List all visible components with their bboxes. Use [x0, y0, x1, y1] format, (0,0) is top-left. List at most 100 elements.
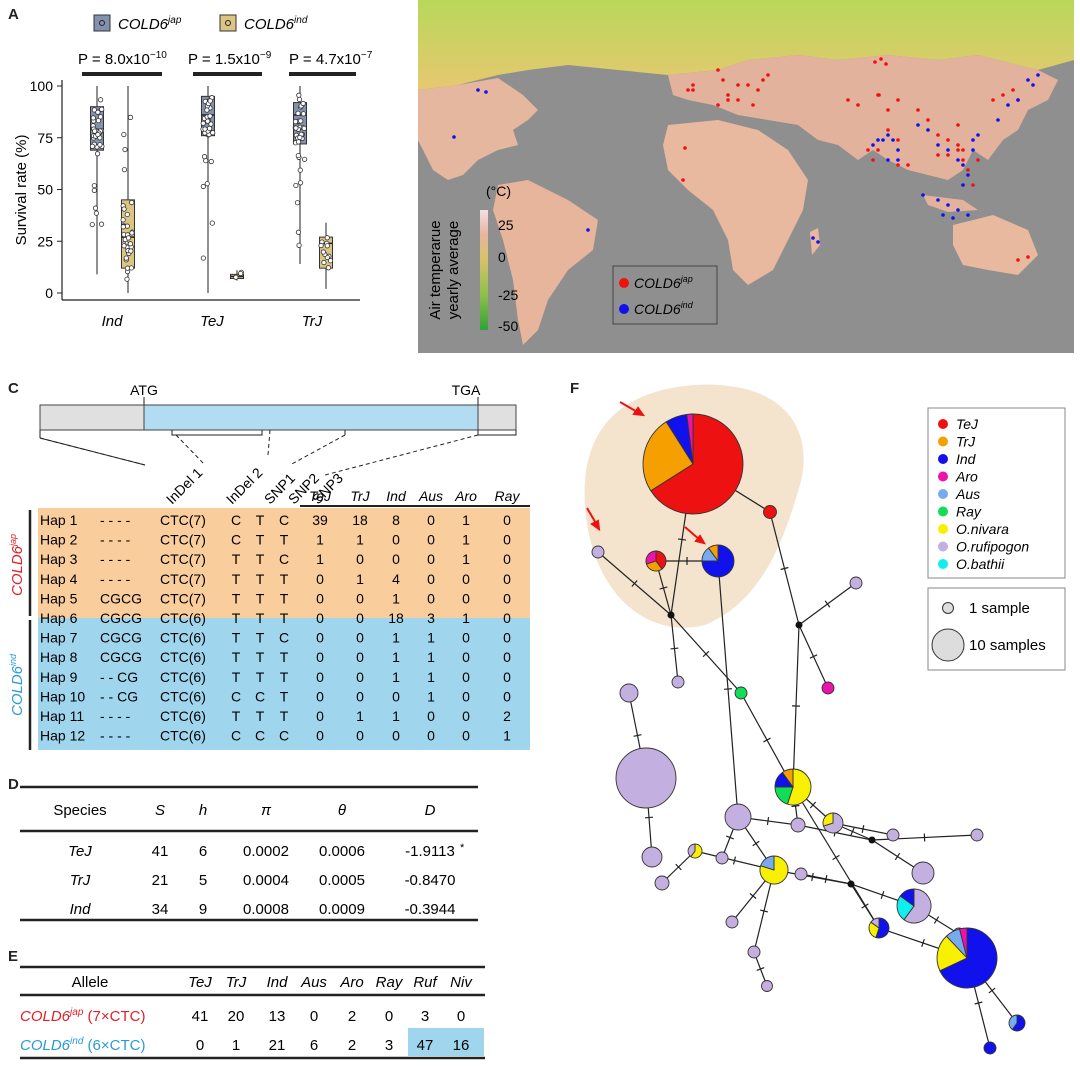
utr3-box — [477, 404, 517, 431]
panel-letter-f: F — [570, 380, 580, 397]
jap-sample-dot — [886, 108, 890, 112]
legend-label: O.rufipogon — [956, 539, 1029, 555]
node-slice — [734, 686, 748, 700]
sample-point — [294, 200, 301, 206]
sample-point — [120, 217, 126, 223]
node-slice — [1008, 1014, 1018, 1031]
sample-point — [91, 107, 97, 113]
sample-point — [296, 242, 302, 248]
hap-count: 0 — [356, 610, 364, 626]
node-slice — [958, 927, 968, 959]
legend-label: Ind — [956, 451, 977, 467]
hap-count: 1 — [427, 630, 435, 646]
population-header: Aro — [454, 488, 477, 504]
hap-count: 0 — [427, 532, 435, 548]
hap-snp: T — [256, 512, 265, 528]
hap-count: 8 — [392, 512, 400, 528]
hap-indel2: CTC(7) — [160, 532, 206, 548]
jap-sample-dot — [761, 78, 765, 82]
hap-indel1: - - - - — [100, 571, 131, 587]
jap-sample-dot — [879, 57, 883, 61]
hap-snp: T — [232, 649, 241, 665]
sample-point — [124, 211, 130, 218]
e-header: TeJ — [188, 974, 212, 991]
haplotype-node — [654, 875, 670, 891]
hap-count: 0 — [316, 688, 324, 704]
sample-point — [327, 258, 334, 264]
hap-count: 0 — [503, 551, 511, 567]
d-cell: Ind — [70, 901, 92, 918]
node-slice — [903, 888, 932, 924]
e-header: Ray — [376, 974, 404, 991]
jap-sample-dot — [691, 88, 695, 92]
ind-sample-dot — [966, 213, 970, 217]
hap-snp: T — [256, 630, 265, 646]
jap-sample-dot — [721, 78, 725, 82]
jap-sample-dot — [956, 123, 960, 127]
ind-sample-dot — [484, 90, 488, 94]
sample-point — [121, 167, 128, 173]
sample-point — [295, 152, 301, 159]
node-slice — [724, 803, 752, 831]
hap-indel1: - - - - — [100, 728, 131, 744]
panel-letter-d: D — [8, 776, 19, 793]
e-cell: 41 — [192, 1008, 209, 1025]
survival-boxplot: COLD6jap COLD6ind P = 8.0x10−10 P = 1.5x… — [13, 14, 373, 330]
hap-snp: T — [280, 669, 289, 685]
mutation-tick — [861, 824, 865, 834]
ind-sample-dot — [886, 133, 890, 137]
jap-sample-dot — [1011, 88, 1015, 92]
jap-sample-dot — [936, 153, 940, 157]
haplotype-node — [687, 843, 703, 859]
e-header: Ruf — [413, 974, 438, 991]
jap-group-bg — [38, 508, 530, 618]
jap-sample-dot — [991, 98, 995, 102]
ind-sample-dot — [816, 240, 820, 244]
hap-indel1: - - - - — [100, 551, 131, 567]
mutation-tick — [723, 688, 733, 690]
haplotype-node — [642, 413, 744, 515]
population-header: Ind — [386, 488, 407, 504]
sample-point — [97, 142, 103, 148]
allele-table: Allele TeJ TrJ Ind Aus Aro Ray Ruf Niv COLD6jap (… — [20, 965, 485, 1060]
haplotype-node — [1008, 1014, 1026, 1032]
jap-sample-dot — [896, 138, 900, 142]
sample-point — [321, 259, 327, 266]
hap-count: 0 — [427, 728, 435, 744]
hap-indel1: CGCG — [100, 590, 142, 606]
hap-count: 0 — [503, 669, 511, 685]
sample-point — [200, 183, 206, 190]
hap-count: 1 — [316, 551, 324, 567]
sample-point — [121, 243, 127, 249]
jap-sample-dot — [1016, 258, 1020, 262]
node-slice — [591, 545, 605, 559]
mutation-tick — [749, 893, 757, 899]
hap-count: 1 — [392, 669, 400, 685]
hap-name: Hap 6 — [40, 610, 78, 626]
hap-count: 18 — [352, 512, 368, 528]
scale-axis-label-1: Air temperarue — [427, 220, 444, 319]
hap-snp: T — [256, 532, 265, 548]
hap-snp: C — [231, 512, 241, 528]
d-header: Species — [53, 802, 106, 819]
sample-point — [207, 113, 213, 119]
panel-letter-a: A — [8, 6, 19, 23]
d-cell: 41 — [152, 843, 169, 860]
hap-count: 0 — [356, 630, 364, 646]
hap-snp: T — [256, 590, 265, 606]
jap-sample-dot — [966, 168, 970, 172]
jap-sample-dot — [681, 178, 685, 182]
d-header: S — [155, 802, 165, 819]
legend-label: Aro — [955, 469, 978, 485]
hap-count: 0 — [462, 728, 470, 744]
hap-indel1: - - - - — [100, 708, 131, 724]
sample-point — [91, 187, 97, 194]
node-slice — [615, 747, 677, 809]
sample-point — [204, 107, 210, 113]
node-slice — [747, 945, 761, 959]
haplotype-node — [701, 544, 735, 578]
hap-count: 0 — [316, 669, 324, 685]
